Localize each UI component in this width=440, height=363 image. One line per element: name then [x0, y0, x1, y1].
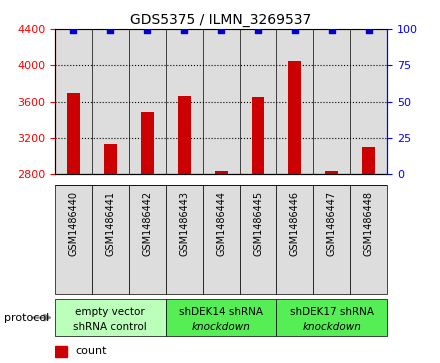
- Bar: [67, 93, 80, 174]
- Bar: [104, 144, 117, 174]
- Text: shDEK17 shRNA: shDEK17 shRNA: [290, 307, 374, 317]
- Bar: [166, 185, 203, 294]
- Text: empty vector: empty vector: [76, 307, 145, 317]
- Bar: [55, 185, 92, 294]
- Point: [70, 28, 77, 33]
- Text: knockdown: knockdown: [302, 322, 361, 332]
- Bar: [350, 185, 387, 294]
- Text: protocol: protocol: [4, 313, 50, 323]
- Bar: [55, 299, 166, 336]
- Bar: [129, 29, 166, 174]
- Bar: [276, 299, 387, 336]
- Bar: [203, 29, 239, 174]
- Point: [144, 28, 151, 33]
- Point: [218, 28, 225, 33]
- Bar: [92, 185, 129, 294]
- Bar: [141, 111, 154, 174]
- Text: GSM1486444: GSM1486444: [216, 191, 226, 256]
- Bar: [55, 29, 92, 174]
- Bar: [252, 97, 264, 174]
- Bar: [276, 29, 313, 174]
- Text: GSM1486448: GSM1486448: [364, 191, 374, 256]
- Text: GSM1486446: GSM1486446: [290, 191, 300, 256]
- Text: knockdown: knockdown: [192, 322, 250, 332]
- Bar: [239, 29, 276, 174]
- Text: GSM1486442: GSM1486442: [142, 191, 152, 256]
- Point: [181, 28, 188, 33]
- Bar: [289, 61, 301, 174]
- Bar: [166, 299, 276, 336]
- Point: [254, 28, 261, 33]
- Text: shRNA control: shRNA control: [73, 322, 147, 332]
- Bar: [276, 185, 313, 294]
- Bar: [203, 185, 239, 294]
- Bar: [362, 147, 375, 174]
- Text: GSM1486445: GSM1486445: [253, 191, 263, 256]
- Point: [328, 28, 335, 33]
- Text: GSM1486440: GSM1486440: [69, 191, 78, 256]
- Bar: [166, 29, 203, 174]
- Text: GSM1486443: GSM1486443: [179, 191, 189, 256]
- Bar: [239, 185, 276, 294]
- Bar: [178, 96, 191, 174]
- Text: GSM1486441: GSM1486441: [105, 191, 115, 256]
- Bar: [55, 346, 66, 357]
- Text: shDEK14 shRNA: shDEK14 shRNA: [179, 307, 263, 317]
- Bar: [92, 29, 129, 174]
- Title: GDS5375 / ILMN_3269537: GDS5375 / ILMN_3269537: [131, 13, 312, 26]
- Bar: [313, 29, 350, 174]
- Point: [365, 28, 372, 33]
- Bar: [350, 29, 387, 174]
- Bar: [129, 185, 166, 294]
- Bar: [215, 171, 227, 174]
- Point: [291, 28, 298, 33]
- Text: GSM1486447: GSM1486447: [327, 191, 337, 256]
- Bar: [313, 185, 350, 294]
- Text: count: count: [75, 346, 106, 356]
- Bar: [325, 171, 338, 174]
- Point: [107, 28, 114, 33]
